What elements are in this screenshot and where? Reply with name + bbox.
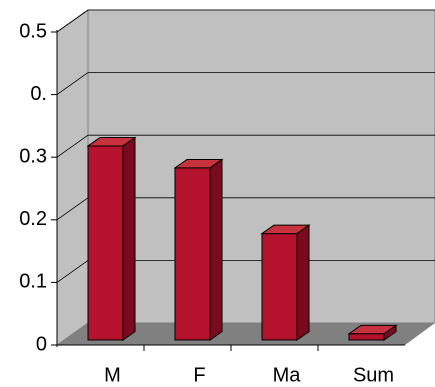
x-tick-label: Ma (273, 364, 302, 386)
x-tick-label: Sum (353, 364, 394, 386)
y-tick-label: 0.1 (19, 271, 47, 293)
bar (86, 136, 137, 341)
x-tick-label: F (193, 364, 205, 386)
side-wall (56, 9, 89, 346)
bar-side (122, 136, 136, 341)
grid-line (56, 9, 89, 33)
bar-side (209, 158, 223, 341)
y-tick-label: 0 (36, 333, 47, 355)
bar (173, 158, 224, 341)
bar (260, 224, 311, 341)
x-tick-label: M (104, 364, 121, 386)
floor (57, 323, 435, 345)
bar-side (296, 224, 310, 341)
bar-front (261, 233, 298, 341)
bar (347, 324, 398, 341)
y-tick-label: 0. (30, 83, 47, 105)
bar-top (260, 224, 311, 235)
grid-line (56, 72, 89, 95)
bar-top (173, 158, 224, 169)
bar-front (174, 167, 211, 341)
bar-front (348, 333, 385, 341)
bar-top (86, 137, 137, 147)
bar-front (87, 145, 124, 341)
grid-line (56, 260, 89, 283)
bar-top (347, 324, 398, 335)
grid-line (56, 134, 89, 158)
y-tick-label: 0.3 (19, 145, 47, 167)
y-tick-label: 0.2 (19, 208, 47, 230)
y-tick-label: 0.5 (19, 20, 47, 42)
grid-line (56, 197, 89, 221)
